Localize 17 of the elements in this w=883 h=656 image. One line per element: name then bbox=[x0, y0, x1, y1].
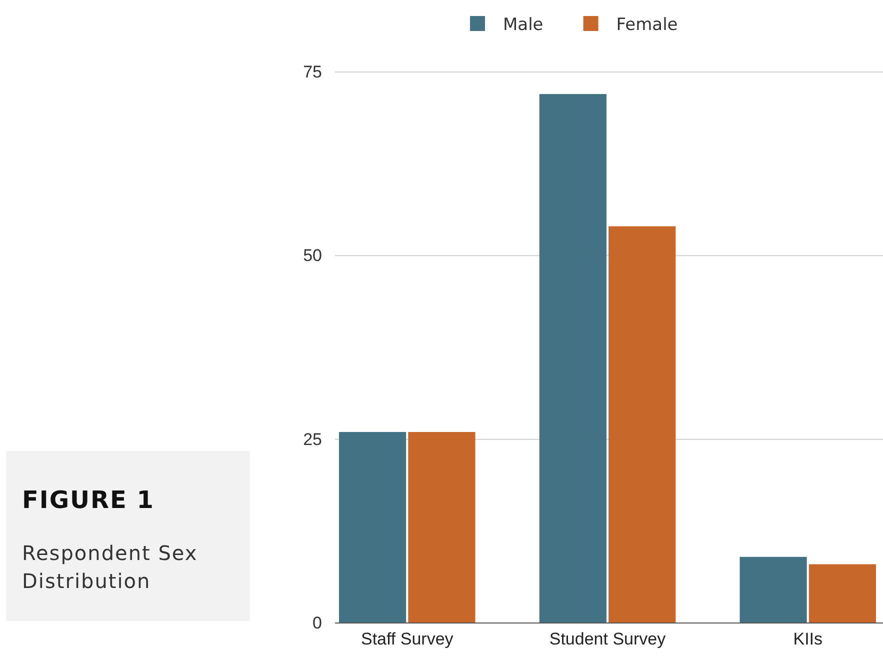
bar bbox=[608, 226, 676, 623]
text: FIGURE 1 bbox=[22, 486, 154, 514]
y-tick-label: 0 bbox=[312, 613, 322, 632]
y-tick-label: 25 bbox=[303, 430, 322, 449]
x-tick-label: Student Survey bbox=[549, 630, 666, 649]
legend-label: Male bbox=[503, 15, 544, 35]
bar bbox=[740, 556, 807, 623]
bar bbox=[808, 564, 876, 623]
x-tick-label: KIIs bbox=[793, 630, 823, 649]
legend-label: Female bbox=[616, 15, 678, 35]
bar bbox=[339, 432, 406, 623]
x-tick-label: Staff Survey bbox=[360, 630, 454, 649]
bar bbox=[539, 94, 606, 623]
text: Respondent Sex Distribution bbox=[22, 541, 198, 593]
y-tick-label: 75 bbox=[303, 62, 322, 82]
y-tick-label: 50 bbox=[303, 246, 322, 266]
bar bbox=[408, 432, 476, 623]
